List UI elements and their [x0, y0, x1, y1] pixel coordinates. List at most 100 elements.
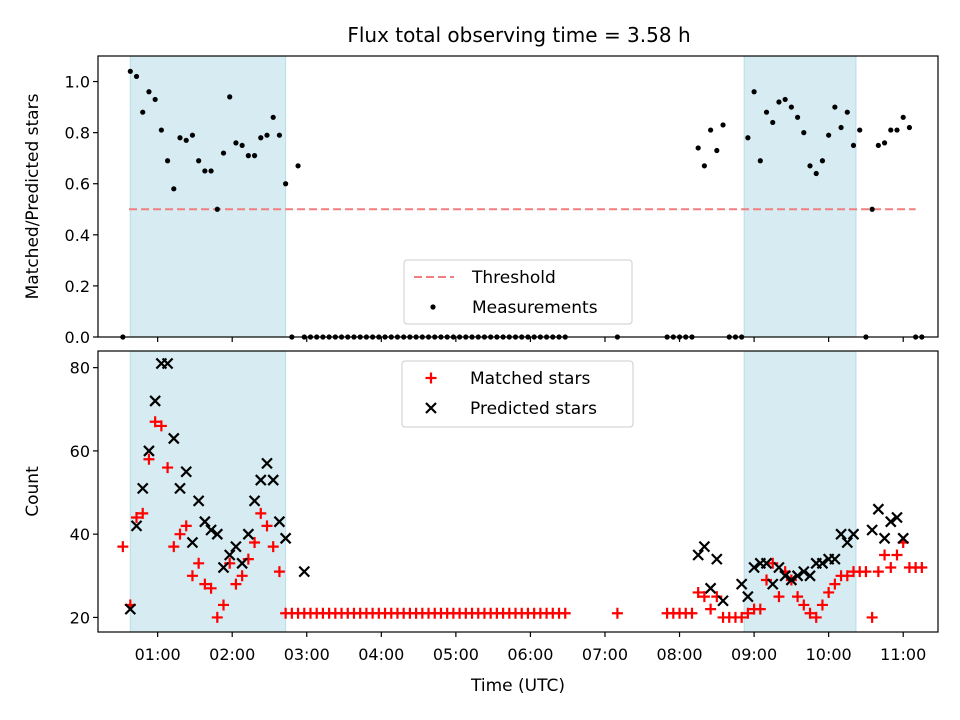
predicted-star-point: [692, 549, 704, 561]
matched-star-point: [255, 507, 267, 519]
legend-label: Measurements: [472, 298, 598, 318]
y-tick-label: 40: [70, 525, 90, 544]
y-tick-label: 0.0: [65, 328, 90, 347]
predicted-star-point: [711, 553, 723, 565]
measurement-point: [264, 132, 270, 138]
measurement-point: [763, 109, 770, 115]
predicted-star-point: [279, 532, 292, 545]
predicted-star-point: [205, 524, 217, 536]
matched-star-point: [798, 599, 810, 611]
ratio-axes: 0.0 0.2 0.4 0.6 0.8 1.0 Matched/Predicted star…: [23, 55, 939, 347]
predicted-star-point: [143, 445, 155, 457]
measurement-point: [152, 96, 158, 103]
x-tick-label: 08:00: [656, 645, 702, 664]
x-tick-label: 09:00: [731, 645, 777, 664]
predicted-star-point: [742, 590, 754, 603]
predicted-star-point: [766, 578, 779, 590]
predicted-star-point: [211, 528, 224, 540]
predicted-star-point: [866, 524, 878, 536]
predicted-star-point: [798, 565, 810, 578]
matched-star-point: [879, 549, 891, 561]
measurement-point: [164, 158, 171, 164]
measurement-point: [276, 132, 283, 138]
matched-star-point: [559, 607, 571, 619]
predicted-star-point: [136, 482, 149, 495]
matched-star-point: [705, 603, 717, 615]
x-tick-label: 04:00: [358, 645, 404, 664]
count-plot-marks: [117, 357, 928, 623]
measurement-point: [708, 127, 714, 133]
y-tick-label: 0.8: [65, 124, 90, 143]
legend-label: Matched stars: [470, 369, 590, 389]
matched-star-point: [199, 578, 211, 590]
measurement-point: [251, 153, 258, 159]
count-panel: 20 40 60 80 01:00 02:00 03:00 04:00 05:00 06:00 07…: [23, 350, 939, 696]
matched-star-point: [117, 541, 129, 553]
matched-star-point: [230, 578, 242, 590]
matched-star-point: [885, 561, 897, 573]
measurement-point: [801, 130, 807, 136]
y-tick-label: 0.6: [65, 175, 90, 194]
measurement-point: [894, 127, 900, 133]
matched-star-point: [686, 607, 698, 619]
predicted-star-point: [192, 495, 205, 507]
measurement-point: [220, 150, 227, 156]
predicted-star-point: [704, 582, 717, 595]
matched-star-point: [773, 591, 785, 603]
x-tick-label: 11:00: [880, 645, 926, 664]
predicted-star-point: [261, 457, 273, 470]
matched-star-point: [155, 420, 167, 432]
matched-star-point: [860, 566, 872, 578]
matched-star-point: [273, 566, 285, 578]
predicted-star-point: [217, 561, 230, 574]
measurement-point: [158, 127, 164, 133]
predicted-star-point: [841, 536, 854, 549]
measurement-point: [258, 135, 264, 141]
matched-star-point: [193, 557, 205, 569]
predicted-star-point: [180, 465, 193, 478]
y-tick-label: 20: [70, 608, 90, 627]
predicted-star-point: [872, 503, 885, 515]
x-tick-label: 01:00: [135, 645, 181, 664]
measurement-point: [146, 89, 152, 95]
measurement-point: [888, 127, 894, 133]
measurement-point: [140, 109, 146, 115]
measurement-point: [239, 142, 245, 149]
predicted-star-point: [897, 532, 909, 545]
observing-window: [129, 350, 287, 633]
matched-star-point: [841, 570, 853, 582]
predicted-star-point: [748, 561, 760, 574]
predicted-star-point: [835, 528, 847, 540]
measurement-point: [875, 142, 881, 149]
predicted-star-point: [698, 540, 711, 553]
legend-box: [403, 259, 633, 325]
measurement-point: [906, 124, 913, 131]
measurement-point: [838, 124, 844, 131]
predicted-star-point: [174, 482, 186, 495]
measurement-point: [214, 206, 220, 212]
predicted-star-point: [885, 515, 897, 528]
measurement-point: [850, 142, 857, 149]
y-tick-label: 0.2: [65, 277, 90, 296]
predicted-star-point: [773, 561, 785, 574]
measurement-point: [283, 181, 289, 187]
matched-star-point: [205, 582, 217, 594]
matched-star-point: [866, 611, 878, 623]
predicted-star-point: [816, 557, 829, 570]
matched-star-point: [761, 574, 773, 586]
measurement-point: [171, 186, 177, 192]
measurement-point: [183, 137, 189, 143]
measurement-point: [776, 99, 782, 105]
measurement-point: [189, 132, 196, 138]
observing-window: [129, 55, 287, 338]
matched-star-point: [162, 462, 174, 474]
predicted-star-point: [804, 570, 816, 582]
matched-star-point: [137, 507, 149, 519]
matched-star-point: [829, 578, 841, 590]
matched-star-point: [131, 512, 143, 524]
matched-star-point: [736, 611, 748, 623]
matched-star-point: [242, 553, 254, 565]
y-axis-label: Count: [23, 466, 43, 517]
measurement-point: [695, 145, 701, 151]
measurement-point: [295, 163, 301, 169]
